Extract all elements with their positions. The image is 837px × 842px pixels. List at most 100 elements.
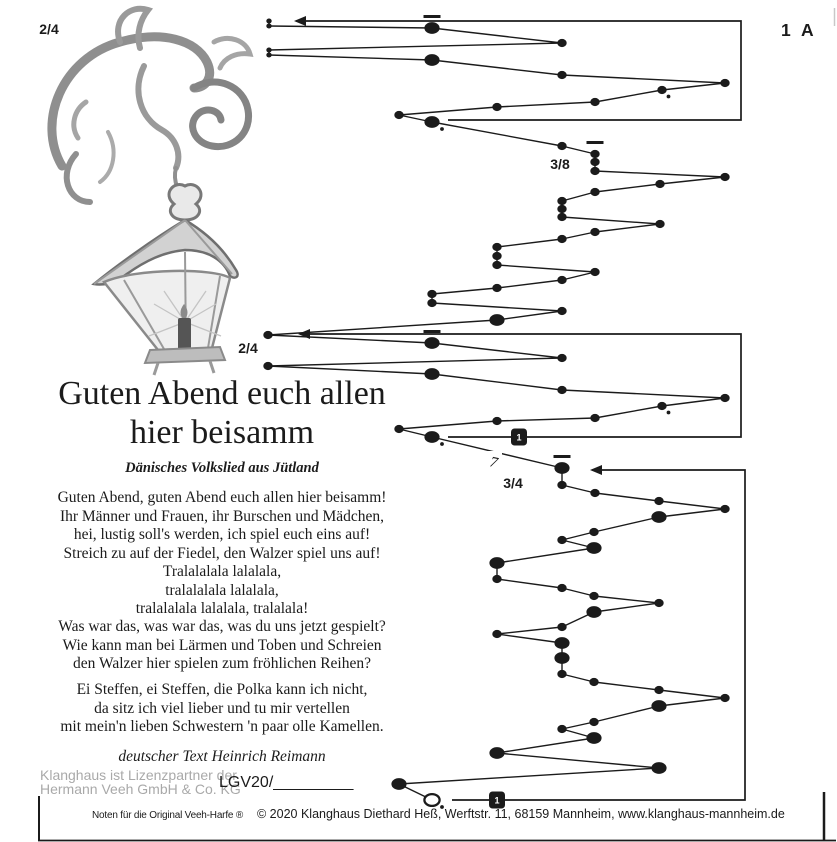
tenuto-mark bbox=[553, 455, 571, 458]
melody-line bbox=[267, 319, 498, 336]
melody-line bbox=[593, 681, 660, 691]
augmentation-dot bbox=[440, 805, 444, 809]
note-dot bbox=[557, 204, 567, 214]
melody-line bbox=[593, 705, 660, 723]
note-dot bbox=[589, 677, 599, 687]
melody-line bbox=[496, 547, 595, 564]
note-dot bbox=[655, 179, 665, 189]
note-dot bbox=[720, 172, 730, 182]
note-dot bbox=[557, 70, 567, 80]
verse-line: Guten Abend, guten Abend euch allen hier… bbox=[57, 489, 387, 506]
verse-line: den Walzer hier spielen zum fröhlichen R… bbox=[72, 655, 371, 672]
note-dot bbox=[557, 234, 567, 244]
melody-line bbox=[561, 721, 595, 730]
melody-line bbox=[496, 417, 596, 422]
augmentation-dot bbox=[440, 127, 444, 131]
melody-line bbox=[594, 405, 663, 419]
augmentation-dot bbox=[440, 442, 444, 446]
note-dot bbox=[492, 283, 502, 293]
melody-line bbox=[431, 27, 563, 44]
note-dot bbox=[557, 141, 567, 151]
melody-line bbox=[268, 54, 433, 61]
note-dot bbox=[590, 97, 600, 107]
note-dot bbox=[427, 289, 437, 299]
note-dot bbox=[590, 187, 600, 197]
note-dot bbox=[590, 166, 600, 176]
note-dot bbox=[589, 591, 599, 601]
melody-line bbox=[496, 101, 596, 108]
melody-line bbox=[398, 420, 498, 430]
lantern-illustration bbox=[47, 5, 254, 376]
note-dot bbox=[586, 732, 602, 744]
note-dot bbox=[263, 361, 273, 371]
note-dot bbox=[424, 368, 440, 380]
note-dot bbox=[590, 149, 600, 159]
note-dot bbox=[492, 242, 502, 252]
verse-1: Guten Abend, guten Abend euch allen hier… bbox=[12, 489, 432, 619]
melody-line bbox=[594, 183, 661, 193]
augmentation-dot bbox=[666, 94, 671, 99]
note-dot bbox=[489, 557, 505, 569]
note-dot bbox=[557, 212, 567, 222]
imprint-series: Noten für die Original Veeh-Harfe ® bbox=[92, 810, 244, 821]
lantern-body bbox=[91, 183, 239, 376]
melody-line bbox=[561, 216, 661, 225]
melody-line bbox=[496, 737, 595, 754]
melody-line bbox=[658, 508, 726, 518]
melody-line bbox=[268, 42, 563, 51]
verse-line: Was war das, was war das, was du uns jet… bbox=[58, 618, 386, 635]
tenuto-mark bbox=[586, 141, 604, 144]
verse-line: mit mein'n lieben Schwestern 'n paar oll… bbox=[60, 718, 384, 735]
melody-line bbox=[594, 170, 726, 178]
note-dot bbox=[557, 669, 567, 679]
license-line2: Hermann Veeh GmbH & Co. KG bbox=[40, 780, 241, 797]
note-dot bbox=[589, 717, 599, 727]
note-dot bbox=[657, 85, 667, 95]
volta-badge bbox=[511, 428, 527, 446]
note-dot bbox=[720, 393, 730, 403]
note-dot bbox=[557, 622, 567, 632]
note-dot bbox=[492, 629, 502, 639]
tenuto-mark bbox=[423, 330, 441, 333]
volta-badge bbox=[489, 791, 505, 809]
melody-line bbox=[267, 365, 433, 375]
time-signature: 2/4 bbox=[238, 340, 258, 356]
note-dot bbox=[557, 38, 567, 48]
repeat-box bbox=[296, 20, 742, 121]
note-dot bbox=[391, 778, 407, 790]
note-dot bbox=[554, 637, 570, 649]
note-dot bbox=[424, 54, 440, 66]
time-signature: 3/4 bbox=[503, 475, 523, 491]
melody-line bbox=[496, 279, 563, 289]
note-dot bbox=[589, 527, 599, 537]
note-dot bbox=[557, 480, 567, 490]
note-dot bbox=[554, 652, 570, 664]
melody-line bbox=[431, 287, 498, 295]
melody-line bbox=[496, 310, 563, 321]
repeat-box bbox=[452, 469, 746, 801]
verse-3: Ei Steffen, ei Steffen, die Polka kann i… bbox=[12, 681, 432, 737]
note-dot bbox=[654, 496, 664, 506]
note-dot bbox=[586, 606, 602, 618]
verse-line: da sitz ich viel lieber und tu mir verte… bbox=[94, 699, 350, 717]
time-signature: 3/8 bbox=[550, 156, 570, 172]
volta-number: 1 bbox=[494, 796, 499, 806]
note-dot bbox=[557, 385, 567, 395]
melody-line bbox=[659, 176, 726, 185]
note-dot bbox=[492, 102, 502, 112]
note-dot bbox=[720, 78, 730, 88]
verse-line: hei, lustig soll's werden, ich spiel euc… bbox=[73, 526, 371, 543]
melody-line bbox=[398, 767, 660, 785]
melody-line bbox=[661, 82, 726, 91]
note-dot bbox=[266, 18, 272, 24]
note-dot bbox=[394, 424, 404, 434]
note-dot bbox=[655, 219, 665, 229]
melody-line bbox=[267, 357, 563, 367]
note-dot bbox=[394, 110, 404, 120]
open-note bbox=[423, 792, 441, 808]
note-dot bbox=[557, 353, 567, 363]
note-dot bbox=[590, 267, 600, 277]
melody-line bbox=[496, 633, 563, 644]
verse-line: Wie kann man bei Lärmen und Toben und Sc… bbox=[62, 636, 382, 654]
note-dot bbox=[424, 22, 440, 34]
